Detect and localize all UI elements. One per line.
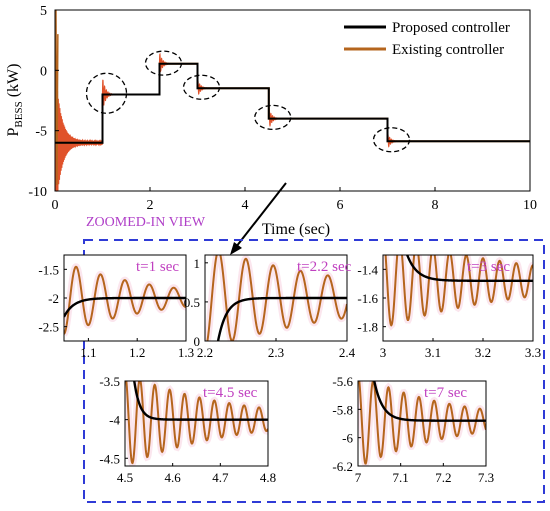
inset-x-tick-label: 7.2: [435, 470, 451, 485]
x-tick-label: 2: [147, 198, 154, 213]
x-tick-label: 6: [337, 198, 344, 213]
inset-y-tick-label: -1.4: [357, 262, 378, 277]
inset-existing-line: [384, 255, 533, 327]
inset-x-tick-label: 7: [355, 470, 362, 485]
series-existing-transient: [54, 65, 103, 192]
legend: Proposed controller Existing controller: [344, 20, 510, 58]
highlight-ellipse: [85, 72, 128, 114]
inset-chart: 2.2 2.3 2.4 1 0.5 0 t=2.2 sec: [184, 254, 356, 360]
inset-proposed-line: [373, 381, 486, 422]
series-existing-step-transient: [101, 79, 115, 106]
inset-y-tick-label: -2.5: [38, 320, 59, 335]
highlight-ellipse: [372, 127, 411, 153]
inset-x-tick-label: 2.4: [339, 345, 356, 360]
inset-x-tick-label: 1.3: [178, 345, 194, 360]
inset-proposed-line: [405, 255, 533, 282]
inset-y-tick-label: -1.5: [38, 262, 59, 277]
inset-title: t=1 sec: [136, 259, 179, 275]
inset-y-tick-label: 1: [194, 256, 201, 271]
inset-y-tick-label: -2: [48, 291, 59, 306]
y-tick-label: -5: [35, 125, 47, 140]
inset-x-tick-label: 4.8: [260, 470, 276, 485]
inset-proposed-line: [64, 296, 186, 318]
y-tick-label: 5: [40, 4, 47, 19]
main-plot-frame: [54, 9, 531, 192]
inset-y-tick-label: -4: [109, 413, 120, 428]
insets: 1.1 1.2 1.3 -1.5 -2 -2.5 t=1 sec 2.2 2.3 2.4 1 0.5 0…: [38, 254, 541, 485]
x-tick-label: 8: [432, 198, 439, 213]
inset-x-tick-label: 4.6: [165, 470, 182, 485]
inset-y-tick-label: -5.8: [332, 402, 353, 417]
inset-chart: 3 3.1 3.2 3.3 -1.4 -1.6 -1.8 t=3 sec: [357, 254, 541, 360]
inset-chart: 1.1 1.2 1.3 -1.5 -2 -2.5 t=1 sec: [38, 254, 194, 360]
inset-x-tick-label: 1.1: [80, 345, 96, 360]
series-existing-spike: [55, 9, 59, 185]
y-tick-label: -10: [28, 185, 47, 200]
x-axis-label: Time (sec): [262, 221, 330, 238]
inset-frame: [357, 380, 487, 467]
inset-x-tick-label: 3.2: [475, 345, 491, 360]
inset-x-tick-label: 2.3: [268, 345, 284, 360]
inset-existing-line: [64, 265, 186, 335]
inset-y-tick-label: -1.8: [357, 320, 378, 335]
x-tick-label: 4: [242, 198, 249, 213]
inset-x-tick-label: 3: [380, 345, 387, 360]
inset-x-tick-label: 2.2: [197, 345, 213, 360]
series-existing-line: [55, 62, 530, 144]
highlight-ellipse: [182, 74, 221, 100]
inset-proposed-line: [216, 296, 347, 341]
inset-x-tick-label: 3.1: [425, 345, 441, 360]
inset-x-tick-label: 4.5: [117, 470, 133, 485]
inset-y-tick-label: -5.6: [332, 374, 353, 389]
series-proposed-line: [55, 62, 530, 144]
inset-y-tick-label: -6: [342, 431, 353, 446]
inset-title: t=3 sec: [467, 259, 510, 275]
legend-label-existing: Existing controller: [392, 42, 504, 58]
inset-title: t=4.5 sec: [203, 385, 258, 401]
inset-existing-line: [206, 255, 347, 341]
inset-title: t=7 sec: [424, 385, 467, 401]
y-tick-label: 0: [40, 64, 47, 79]
x-tick-label: 10: [523, 198, 537, 213]
inset-x-tick-label: 1.2: [129, 345, 145, 360]
x-tick-label: 0: [52, 198, 59, 213]
inset-x-tick-label: 3.3: [525, 345, 541, 360]
inset-proposed-line: [133, 381, 268, 421]
inset-x-tick-label: 7.3: [478, 470, 494, 485]
main-chart: 0 2 4 6 8 10 5 0 -5 -10 Time (sec) PBESS (kW) Propos…: [5, 4, 537, 238]
inset-chart: 4.5 4.6 4.7 4.8 -3.5 -4 -4.5 t=4.5 sec: [99, 374, 276, 485]
inset-existing-line: [358, 381, 486, 465]
inset-y-tick-label: 0.5: [184, 295, 200, 310]
inset-y-tick-label: -4.5: [99, 451, 120, 466]
inset-frame: [124, 380, 269, 467]
inset-y-tick-label: -3.5: [99, 374, 120, 389]
inset-y-tick-label: -6.2: [332, 459, 353, 474]
inset-y-tick-label: -1.6: [357, 291, 378, 306]
series-existing-step-transient: [158, 52, 172, 73]
zoom-title: ZOOMED-IN VIEW: [86, 215, 206, 230]
inset-x-tick-label: 4.7: [212, 470, 229, 485]
inset-y-tick-label: 0: [194, 334, 201, 349]
series-existing-step-transient: [268, 107, 281, 128]
legend-label-proposed: Proposed controller: [392, 20, 510, 36]
inset-chart: 7 7.1 7.2 7.3 -5.6 -5.8 -6 -6.2 t=7 sec: [332, 374, 494, 485]
inset-existing-line: [125, 381, 268, 465]
inset-title: t=2.2 sec: [297, 259, 352, 275]
y-axis-label: PBESS (kW): [5, 64, 25, 137]
zoom-box: [83, 239, 545, 503]
zoom-arrow: [230, 182, 287, 255]
inset-x-tick-label: 7.1: [393, 470, 409, 485]
